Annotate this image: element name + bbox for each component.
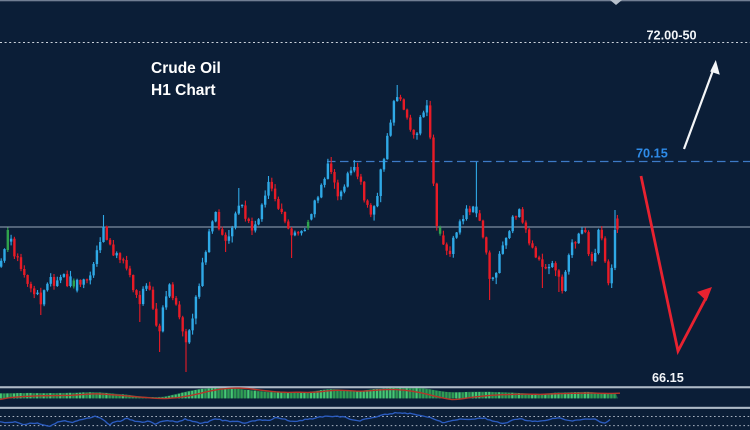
svg-text:66.15: 66.15 xyxy=(652,371,684,385)
svg-text:72.00-50: 72.00-50 xyxy=(647,29,697,43)
svg-text:70.15: 70.15 xyxy=(636,147,668,161)
svg-text:H1 Chart: H1 Chart xyxy=(151,82,216,99)
svg-text:Crude Oil: Crude Oil xyxy=(151,60,221,77)
